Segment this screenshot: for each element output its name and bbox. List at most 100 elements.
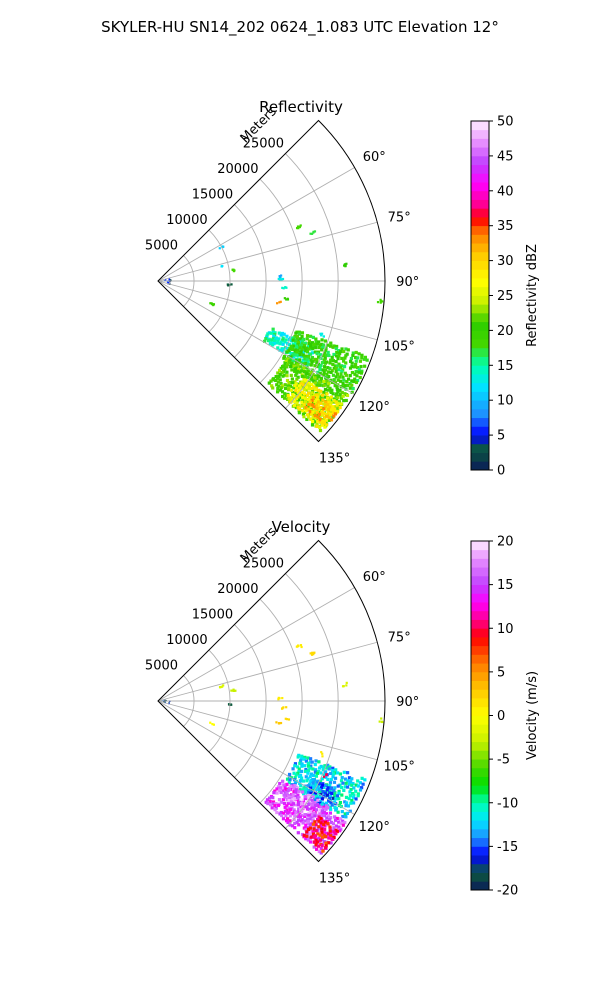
data-cell xyxy=(324,346,328,350)
data-cell xyxy=(305,779,309,783)
data-cell xyxy=(343,392,347,396)
data-cell xyxy=(319,377,323,381)
data-cell xyxy=(336,784,340,788)
data-cell xyxy=(276,371,280,375)
data-cell xyxy=(314,768,318,772)
radial-tick-label: 25000 xyxy=(243,557,284,572)
data-cell xyxy=(271,796,275,800)
data-cell xyxy=(280,813,284,818)
data-cell xyxy=(271,327,275,331)
data-cell xyxy=(319,821,323,825)
data-cell xyxy=(277,384,281,388)
data-cell xyxy=(308,840,313,844)
data-cell xyxy=(303,755,307,759)
data-cell xyxy=(324,835,328,839)
data-cell xyxy=(322,402,326,406)
data-cell xyxy=(311,830,315,834)
data-cell xyxy=(285,782,289,787)
data-cell xyxy=(296,810,300,814)
data-cell xyxy=(326,403,330,407)
data-cell xyxy=(294,397,299,401)
data-cell xyxy=(317,340,321,344)
data-cell xyxy=(306,345,311,349)
data-cell xyxy=(296,818,301,822)
data-cell xyxy=(308,826,313,830)
data-speck xyxy=(218,247,221,250)
data-cell xyxy=(329,841,333,845)
data-speck xyxy=(279,300,282,303)
data-cell xyxy=(285,378,290,383)
data-cell xyxy=(289,800,294,804)
data-cell xyxy=(318,383,322,387)
data-cell xyxy=(334,364,338,368)
data-speck xyxy=(168,278,171,280)
data-cell xyxy=(318,766,322,770)
data-speck xyxy=(299,224,302,227)
data-cell xyxy=(291,393,295,397)
data-cell xyxy=(300,809,304,813)
data-cell xyxy=(325,788,329,792)
data-cell xyxy=(343,820,347,825)
colorbar-segment xyxy=(471,216,489,227)
colorbar-tick-label: 10 xyxy=(497,622,514,637)
angle-tick-label: 105° xyxy=(384,340,415,355)
data-cell xyxy=(283,367,287,371)
data-cell xyxy=(341,819,345,823)
data-cell xyxy=(346,804,351,808)
data-cell xyxy=(335,372,339,376)
data-cell xyxy=(307,796,311,800)
data-cell xyxy=(333,384,337,388)
data-cell xyxy=(293,788,297,792)
data-cell xyxy=(295,350,299,354)
data-cell xyxy=(285,350,289,354)
data-cell xyxy=(350,777,354,781)
data-cell xyxy=(300,334,304,339)
colorbar-segment xyxy=(471,173,489,183)
data-speck xyxy=(297,227,300,230)
data-cell xyxy=(297,807,301,811)
data-cell xyxy=(320,838,324,842)
data-speck xyxy=(279,275,282,278)
colorbar-tick-label: 15 xyxy=(497,578,514,593)
data-cell xyxy=(307,811,311,816)
data-cell xyxy=(318,380,322,384)
data-cell xyxy=(279,386,284,390)
data-cell xyxy=(309,358,313,362)
data-cell xyxy=(307,402,311,407)
data-cell xyxy=(330,355,334,359)
data-cell xyxy=(322,807,326,811)
data-cell xyxy=(329,820,334,825)
data-cell xyxy=(314,412,318,416)
data-speck xyxy=(277,722,281,725)
data-cell xyxy=(321,849,325,853)
colorbar-segment xyxy=(471,243,489,253)
data-cell xyxy=(306,761,310,765)
data-speck xyxy=(277,696,280,700)
data-cell xyxy=(351,351,355,355)
data-cell xyxy=(280,370,284,375)
data-speck xyxy=(283,297,286,300)
data-cell xyxy=(311,346,315,350)
data-cell xyxy=(348,794,352,798)
data-cell xyxy=(342,385,346,389)
data-cell xyxy=(293,776,297,780)
data-speck xyxy=(220,265,223,268)
data-cell xyxy=(300,769,304,773)
data-cell xyxy=(348,386,352,390)
data-speck xyxy=(344,264,347,267)
data-speck xyxy=(380,720,384,723)
data-cell xyxy=(320,413,324,417)
data-cell xyxy=(304,823,308,827)
data-cell xyxy=(319,805,323,809)
data-cell xyxy=(305,366,309,370)
data-cell xyxy=(331,345,335,349)
colorbar-tick-label: 35 xyxy=(497,219,514,234)
data-cell xyxy=(310,784,314,788)
colorbar-segment xyxy=(471,689,489,699)
data-speck xyxy=(296,645,299,648)
figure-title: SKYLER-HU SN14_202 0624_1.083 UTC Elevat… xyxy=(101,18,499,37)
data-cell xyxy=(324,841,328,845)
data-cell xyxy=(331,410,335,415)
data-cell xyxy=(309,377,313,381)
data-cell xyxy=(286,362,290,367)
